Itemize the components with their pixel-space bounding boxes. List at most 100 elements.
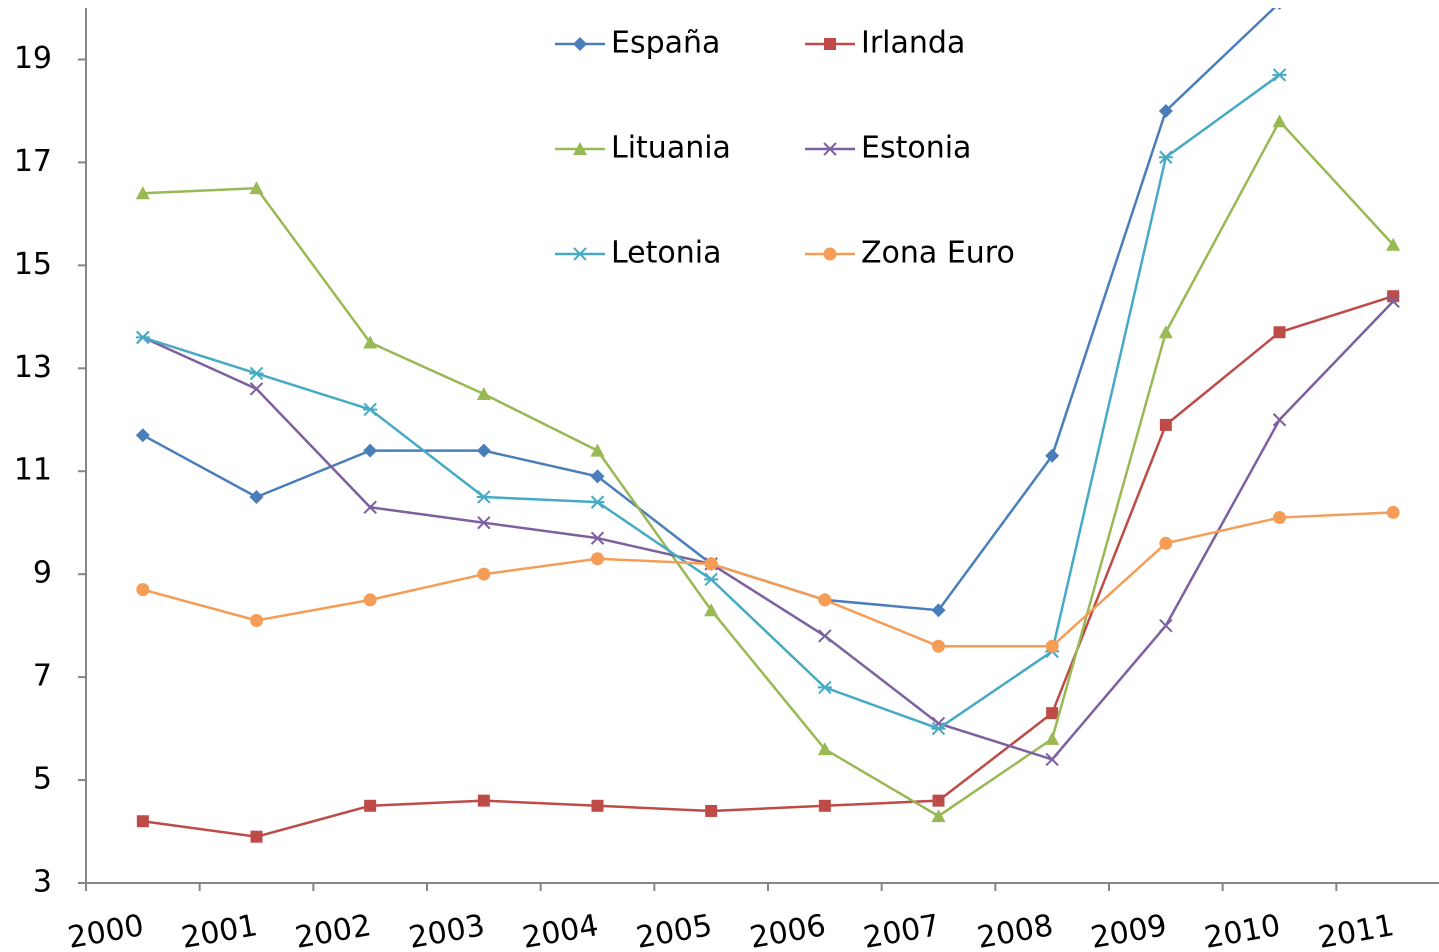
marker <box>1159 536 1173 550</box>
marker <box>363 335 378 349</box>
marker <box>363 500 377 514</box>
marker <box>932 794 945 807</box>
marker <box>590 495 605 509</box>
marker <box>135 330 150 345</box>
series-line <box>142 119 1395 818</box>
marker <box>249 382 264 396</box>
marker <box>817 742 832 756</box>
series-line <box>142 8 1276 612</box>
marker <box>135 186 150 200</box>
y-tick-label: 3 <box>33 865 52 900</box>
marker <box>363 593 377 607</box>
marker <box>1045 639 1059 653</box>
marker <box>573 37 587 51</box>
y-tick-label: 5 <box>33 762 52 797</box>
y-tick-label: 13 <box>14 350 52 385</box>
marker <box>1158 325 1173 339</box>
marker <box>476 443 491 458</box>
marker <box>591 552 604 566</box>
legend-label: Lituania <box>611 131 731 166</box>
x-tick-label: 2005 <box>634 908 715 952</box>
marker <box>591 799 604 812</box>
marker <box>1045 448 1060 463</box>
marker <box>1273 511 1286 525</box>
marker <box>818 799 831 812</box>
marker <box>1159 418 1172 431</box>
marker <box>477 794 490 807</box>
marker <box>573 142 587 155</box>
marker <box>1272 413 1287 427</box>
marker <box>477 515 491 530</box>
marker <box>363 443 378 458</box>
legend-label: Zona Euro <box>861 236 1015 271</box>
series-line <box>142 295 1394 838</box>
marker <box>476 490 491 504</box>
marker <box>1386 505 1400 519</box>
marker <box>704 603 719 617</box>
marker <box>823 247 837 261</box>
y-tick-label: 15 <box>14 247 52 282</box>
series-line <box>142 300 1395 761</box>
marker <box>705 804 718 817</box>
marker <box>1386 237 1401 251</box>
marker <box>1045 731 1060 745</box>
marker <box>1272 68 1287 82</box>
marker <box>1046 707 1059 720</box>
marker <box>250 830 263 843</box>
series-line <box>142 73 1281 730</box>
marker <box>1045 752 1059 767</box>
x-tick-label: 2006 <box>747 908 828 952</box>
x-tick-label: 2009 <box>1088 908 1169 952</box>
marker <box>136 583 150 597</box>
marker <box>1272 114 1287 128</box>
x-tick-label: 2008 <box>975 908 1056 952</box>
marker <box>704 557 718 571</box>
marker <box>931 603 946 618</box>
marker <box>590 531 605 545</box>
marker <box>249 181 264 195</box>
x-tick-label: 2003 <box>406 908 487 952</box>
y-tick-label: 19 <box>14 41 52 76</box>
marker <box>931 809 946 823</box>
marker <box>1277 8 1282 10</box>
marker <box>590 443 605 457</box>
marker <box>590 469 605 484</box>
marker <box>476 387 491 401</box>
legend-label: Letonia <box>611 236 722 271</box>
legend-label: España <box>611 26 720 61</box>
marker <box>249 366 264 381</box>
marker <box>823 142 837 156</box>
marker <box>249 489 264 504</box>
x-tick-label: 2004 <box>520 908 601 952</box>
marker <box>136 815 149 828</box>
legend-label: Irlanda <box>861 26 965 61</box>
marker <box>135 428 150 443</box>
y-tick-label: 17 <box>14 144 52 179</box>
marker <box>363 402 378 417</box>
x-tick-label: 2000 <box>65 908 146 952</box>
x-tick-label: 2002 <box>293 908 374 952</box>
x-tick-label: 2011 <box>1316 908 1397 952</box>
marker <box>824 38 836 50</box>
marker <box>817 680 832 695</box>
legend-label: Estonia <box>861 131 971 166</box>
marker <box>1273 326 1286 339</box>
y-tick-label: 11 <box>14 453 52 488</box>
series-line <box>142 511 1394 648</box>
marker <box>1159 618 1173 633</box>
marker <box>477 567 491 581</box>
plot-area <box>135 8 1401 843</box>
marker <box>1386 294 1400 309</box>
y-tick-label: 9 <box>33 556 52 591</box>
marker <box>250 614 263 627</box>
marker <box>818 629 832 643</box>
marker <box>931 721 946 736</box>
marker <box>364 799 377 812</box>
x-tick-label: 2007 <box>861 908 942 952</box>
marker <box>704 572 719 587</box>
marker <box>1158 150 1173 164</box>
marker <box>818 593 832 607</box>
x-tick-label: 2001 <box>179 908 260 952</box>
marker <box>932 639 945 653</box>
